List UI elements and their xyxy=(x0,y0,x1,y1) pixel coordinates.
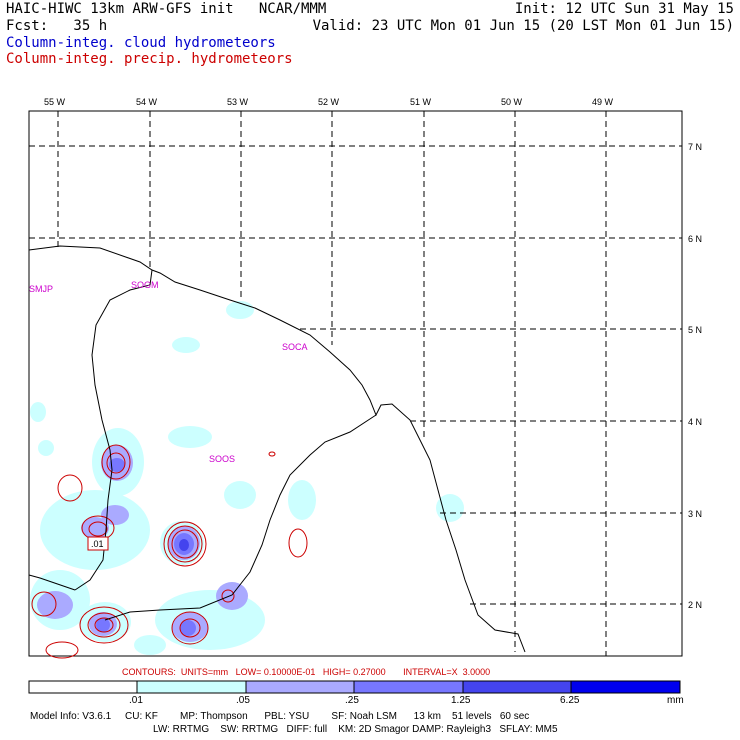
legend-precip: Column-integ. precip. hydrometeors xyxy=(6,51,293,67)
lat-label: 5 N xyxy=(688,325,702,335)
lon-label: 54 W xyxy=(136,97,158,107)
model-info-line2: LW: RRTMG SW: RRTMG DIFF: full KM: 2D Sm… xyxy=(153,724,558,735)
init-time: Init: 12 UTC Sun 31 May 15 xyxy=(514,1,734,17)
lat-label: 7 N xyxy=(688,142,702,152)
station-label: SOGM xyxy=(131,280,159,290)
lon-label: 50 W xyxy=(501,97,523,107)
lon-label: 49 W xyxy=(592,97,614,107)
lat-label: 2 N xyxy=(688,600,702,610)
lon-label: 53 W xyxy=(227,97,249,107)
cloud-shading xyxy=(30,301,464,655)
colorbar-label: .05 xyxy=(236,695,250,706)
model-info-line1: Model Info: V3.6.1 CU: KF MP: Thompson P… xyxy=(30,711,530,722)
forecast-hour: Fcst: 35 h xyxy=(6,18,108,34)
precip-contours xyxy=(31,444,308,659)
station-label: SOOS xyxy=(209,454,235,464)
colorbar-label: 1.25 xyxy=(451,695,471,706)
latitude-labels: 7 N 6 N 5 N 4 N 3 N 2 N xyxy=(688,142,702,610)
lat-label: 3 N xyxy=(688,509,702,519)
colorbar-unit: mm xyxy=(667,695,684,706)
contours-info: CONTOURS: UNITS=mm LOW= 0.10000E-01 HIGH… xyxy=(122,667,491,677)
lon-label: 51 W xyxy=(410,97,432,107)
colorbar-label: .01 xyxy=(129,695,143,706)
lon-label: 52 W xyxy=(318,97,340,107)
colorbar-label: .25 xyxy=(345,695,359,706)
station-label: SOCA xyxy=(282,342,308,352)
graticule xyxy=(29,111,682,656)
plot-title: HAIC-HIWC 13km ARW-GFS init NCAR/MMM xyxy=(6,1,327,17)
contour-label: .01 xyxy=(91,539,104,549)
colorbar-label: 6.25 xyxy=(560,695,580,706)
longitude-labels: 55 W 54 W 53 W 52 W 51 W 50 W 49 W xyxy=(44,97,614,107)
contour-label-box xyxy=(87,536,109,551)
station-label: SMJP xyxy=(29,284,53,294)
lat-label: 6 N xyxy=(688,234,702,244)
lat-label: 4 N xyxy=(688,417,702,427)
station-labels: SMJP SOGM SOCA SOOS xyxy=(29,280,308,464)
map-frame xyxy=(28,110,683,657)
colorbar xyxy=(28,680,681,694)
lon-label: 55 W xyxy=(44,97,66,107)
valid-time: Valid: 23 UTC Mon 01 Jun 15 (20 LST Mon … xyxy=(312,18,734,34)
legend-cloud: Column-integ. cloud hydrometeors xyxy=(6,35,276,51)
coastline xyxy=(28,245,526,653)
